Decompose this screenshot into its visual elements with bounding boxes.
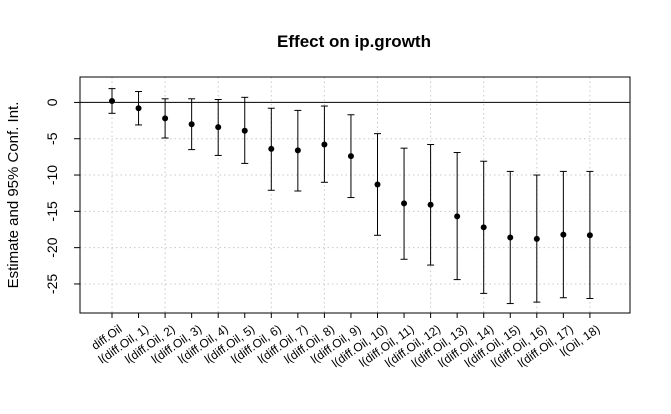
y-tick-label: -10 (44, 165, 60, 185)
estimate-point (347, 153, 354, 160)
estimate-7 (294, 109, 302, 192)
estimate-6 (267, 107, 275, 191)
y-tick-label: -5 (44, 132, 60, 145)
estimate-point (162, 115, 169, 122)
estimate-3 (188, 98, 196, 151)
y-tick-label: -15 (44, 201, 60, 221)
estimate-14 (480, 160, 488, 294)
estimate-point (507, 234, 514, 241)
estimate-1 (135, 91, 143, 126)
estimate-17 (559, 170, 567, 299)
y-tick-label: -20 (44, 237, 60, 257)
estimate-point (560, 231, 567, 238)
estimate-point (533, 235, 540, 242)
estimate-point (188, 121, 195, 128)
estimate-point (294, 147, 301, 154)
estimate-5 (241, 96, 249, 164)
estimate-point (268, 145, 275, 152)
estimate-point (401, 200, 408, 207)
estimate-2 (161, 98, 169, 139)
estimate-point (374, 181, 381, 188)
y-tick-label: 0 (44, 98, 60, 106)
estimate-point (586, 232, 593, 239)
estimate-12 (427, 144, 435, 266)
estimate-4 (214, 99, 222, 156)
estimate-16 (533, 174, 541, 303)
estimate-point (321, 141, 328, 148)
estimate-0 (108, 88, 116, 114)
estimate-10 (374, 133, 381, 236)
estimate-point (427, 201, 434, 208)
grid-lines (80, 77, 630, 313)
estimate-point (109, 97, 115, 104)
estimate-11 (400, 147, 408, 260)
estimate-marks (108, 88, 594, 305)
estimate-9 (347, 114, 355, 199)
estimate-point (135, 105, 142, 112)
y-tick-label: -25 (44, 274, 60, 294)
plot-frame (79, 76, 631, 314)
estimate-13 (453, 152, 461, 281)
estimate-point (215, 124, 222, 131)
estimate-18 (586, 170, 594, 299)
estimate-point (454, 213, 461, 220)
estimate-8 (320, 105, 328, 183)
y-axis-label: Estimate and 95% Conf. Int. (5, 102, 22, 289)
y-axis: 0 -5 -10 -15 -20 -25 (44, 98, 80, 294)
chart-title: Effect on ip.growth (277, 32, 431, 51)
estimate-point (480, 224, 487, 231)
estimate-15 (506, 170, 514, 305)
estimate-point (241, 127, 248, 134)
